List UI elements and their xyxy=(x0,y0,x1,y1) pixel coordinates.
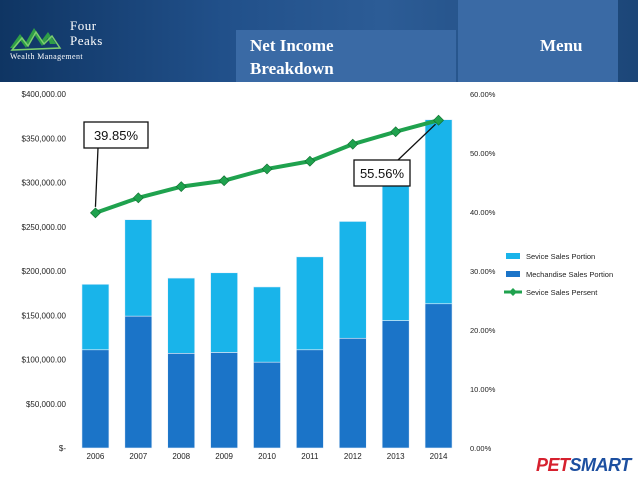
y-left-tick-label: $350,000.00 xyxy=(22,134,67,143)
title-panel xyxy=(236,30,456,82)
bar-service xyxy=(253,286,281,363)
callout-pointer xyxy=(94,147,99,207)
logo-line1: Four xyxy=(70,18,97,33)
y-right-tick-label: 60.00% xyxy=(470,90,496,99)
y-left-tick-label: $150,000.00 xyxy=(22,311,67,320)
bar-service xyxy=(210,272,238,353)
line-point xyxy=(218,175,230,187)
x-tick-label: 2014 xyxy=(430,452,448,461)
bar-merchandise xyxy=(210,352,238,449)
logo-tagline: Wealth Management xyxy=(10,52,84,61)
y-left-tick-label: $100,000.00 xyxy=(22,356,67,365)
y-right-tick-label: 30.00% xyxy=(470,267,496,276)
y-right-tick-label: 50.00% xyxy=(470,149,496,158)
bar-service xyxy=(124,219,153,317)
legend-label-line: Sevice Sales Persent xyxy=(526,288,598,297)
page-title: Net Income Breakdown xyxy=(250,36,334,78)
bar-service xyxy=(81,283,110,351)
y-right-tick-label: 40.00% xyxy=(470,208,496,217)
bar-merchandise xyxy=(338,337,367,449)
x-tick-label: 2009 xyxy=(215,452,233,461)
mountain-logo-icon xyxy=(10,28,62,51)
y-left-tick-label: $250,000.00 xyxy=(22,223,67,232)
x-tick-label: 2007 xyxy=(129,452,147,461)
y-left-tick-label: $50,000.00 xyxy=(26,400,67,409)
menu-button[interactable]: Menu xyxy=(540,36,583,55)
x-tick-label: 2008 xyxy=(172,452,190,461)
line-point xyxy=(132,192,144,204)
bar-merchandise xyxy=(381,320,410,449)
bar-merchandise xyxy=(81,349,110,449)
y-left-tick-label: $300,000.00 xyxy=(22,179,67,188)
line-point xyxy=(347,138,359,150)
line-point xyxy=(390,126,402,138)
callout-box xyxy=(353,159,411,187)
callout-box xyxy=(83,121,149,149)
y-right-tick-label: 10.00% xyxy=(470,385,496,394)
y-left-tick-label: $- xyxy=(59,444,66,453)
bar-merchandise xyxy=(253,361,281,449)
callout-label-2014: 55.56% xyxy=(360,166,405,181)
x-tick-label: 2012 xyxy=(344,452,362,461)
x-tick-label: 2006 xyxy=(87,452,105,461)
logo-line2: Peaks xyxy=(70,33,103,48)
x-tick-label: 2013 xyxy=(387,452,405,461)
bar-merchandise xyxy=(167,353,196,449)
logo: Four Peaks Wealth Management xyxy=(6,18,146,66)
bar-merchandise xyxy=(124,315,153,449)
callout-label-2006: 39.85% xyxy=(94,128,139,143)
line-point xyxy=(175,181,187,193)
x-tick-label: 2011 xyxy=(301,452,319,461)
line-point xyxy=(261,163,273,175)
brand-part2: SMART xyxy=(569,455,632,475)
x-tick-label: 2010 xyxy=(258,452,276,461)
legend-label-service: Sevice Sales Portion xyxy=(526,252,595,261)
callout-pointer xyxy=(397,123,437,161)
legend-swatch-merchandise xyxy=(506,271,520,277)
y-right-tick-label: 0.00% xyxy=(470,444,492,453)
bar-service xyxy=(167,277,196,354)
line-point xyxy=(90,207,101,219)
legend-swatch-service xyxy=(506,253,520,259)
petsmart-logo: PETSMART xyxy=(536,455,631,476)
bar-service xyxy=(424,119,453,305)
bar-merchandise xyxy=(296,349,324,449)
bar-merchandise xyxy=(424,303,453,449)
y-left-tick-label: $200,000.00 xyxy=(22,267,67,276)
bar-service xyxy=(338,221,367,339)
brand-part1: PET xyxy=(536,455,570,475)
line-point xyxy=(304,155,316,167)
legend-label-merchandise: Mechandise Sales Portion xyxy=(526,270,613,279)
line-point xyxy=(433,114,444,126)
y-left-tick-label: $400,000.00 xyxy=(22,90,67,99)
y-right-tick-label: 20.00% xyxy=(470,326,496,335)
bar-service xyxy=(381,176,410,321)
menu-panel[interactable] xyxy=(458,0,618,82)
net-income-chart: $- $50,000.00 $100,000.00 $150,000.00 $200,0… xyxy=(22,90,614,461)
bar-service xyxy=(296,256,324,351)
legend-marker-line xyxy=(509,288,517,296)
